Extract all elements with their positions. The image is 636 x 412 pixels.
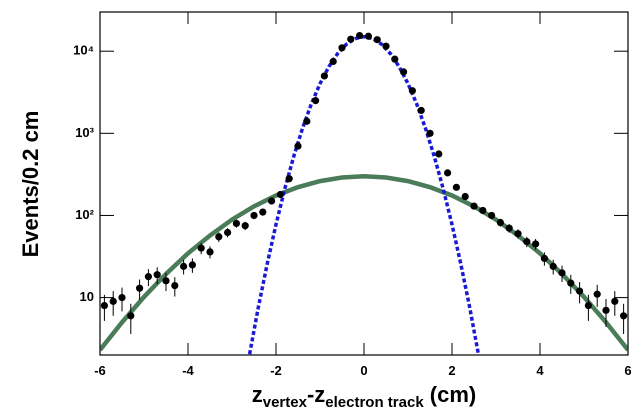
data-point <box>602 306 610 314</box>
data-point <box>224 228 232 237</box>
data-point <box>188 261 196 269</box>
data-point <box>620 312 628 320</box>
data-point <box>558 269 566 277</box>
y-tick-label: 10⁴ <box>73 43 94 58</box>
data-point <box>109 297 117 305</box>
y-axis-label: Events/0.2 cm <box>18 111 43 258</box>
data-point <box>549 262 557 270</box>
data-point <box>241 222 249 230</box>
data-point <box>285 175 293 183</box>
x-axis-label: zvertex-zelectron track (cm) <box>252 382 476 411</box>
data-point <box>171 281 179 290</box>
y-tick-label: 10² <box>75 207 94 222</box>
data-point <box>444 169 452 177</box>
data-point <box>347 35 355 43</box>
data-point <box>488 211 496 220</box>
plot-frame <box>99 11 629 356</box>
data-point <box>382 42 390 50</box>
data-point <box>470 202 478 210</box>
x-tick-label: -4 <box>182 363 194 378</box>
x-axis-label-part: (cm) <box>424 382 477 407</box>
x-tick-label: 2 <box>448 363 455 378</box>
data-point <box>180 262 188 270</box>
data-point <box>364 32 372 40</box>
data-point <box>426 129 434 137</box>
data-point <box>294 142 302 150</box>
data-point <box>611 297 619 305</box>
data-point <box>505 224 513 232</box>
data-point <box>136 284 144 292</box>
data-point <box>329 57 337 66</box>
data-point <box>514 230 522 238</box>
data-point <box>584 301 593 310</box>
data-point <box>479 206 487 215</box>
curves <box>100 34 628 355</box>
x-tick-label: 6 <box>624 363 631 378</box>
x-tick-label: 0 <box>360 363 367 378</box>
data-point <box>356 31 364 40</box>
x-tick-label: 4 <box>536 363 544 378</box>
y-tick-label: 10 <box>80 289 94 304</box>
data-point <box>320 72 328 80</box>
data-point <box>259 208 267 216</box>
data-point <box>206 248 214 256</box>
data-point <box>303 117 311 125</box>
data-point <box>523 238 531 246</box>
data-point <box>373 36 381 44</box>
data-point <box>540 254 549 263</box>
data-point <box>232 219 240 228</box>
data-point <box>400 68 408 76</box>
y-tick-label: 10³ <box>75 125 94 140</box>
x-axis-label-part: z <box>252 382 263 407</box>
x-tick-label: -6 <box>94 363 106 378</box>
data-point <box>268 197 276 205</box>
fit-curve <box>100 174 628 352</box>
data-point <box>391 55 399 63</box>
x-axis-label-part: vertex <box>263 394 308 411</box>
data-point <box>215 233 223 241</box>
data-point <box>144 273 152 281</box>
x-axis-label-part: electron track <box>325 394 424 411</box>
x-tick-label: -2 <box>270 363 282 378</box>
fit-curve <box>247 34 481 355</box>
data-point <box>576 287 584 295</box>
data-point <box>496 218 504 227</box>
data-point <box>127 312 135 320</box>
data-point <box>567 279 575 287</box>
data-point <box>593 290 601 298</box>
data-point <box>461 192 469 201</box>
data-point <box>408 87 416 95</box>
data-point <box>452 183 460 191</box>
data-point <box>417 106 425 115</box>
data-point <box>118 293 126 302</box>
data-point <box>312 97 320 105</box>
data-point <box>532 240 540 248</box>
data-point <box>338 44 346 52</box>
data-point <box>153 271 161 279</box>
data-point <box>276 190 284 199</box>
data-point <box>197 244 205 252</box>
points <box>100 31 628 335</box>
data-point <box>100 301 108 310</box>
x-axis-label-part: -z <box>307 382 325 407</box>
data-point <box>435 150 443 158</box>
data-point <box>250 211 258 220</box>
data-point <box>162 277 170 285</box>
